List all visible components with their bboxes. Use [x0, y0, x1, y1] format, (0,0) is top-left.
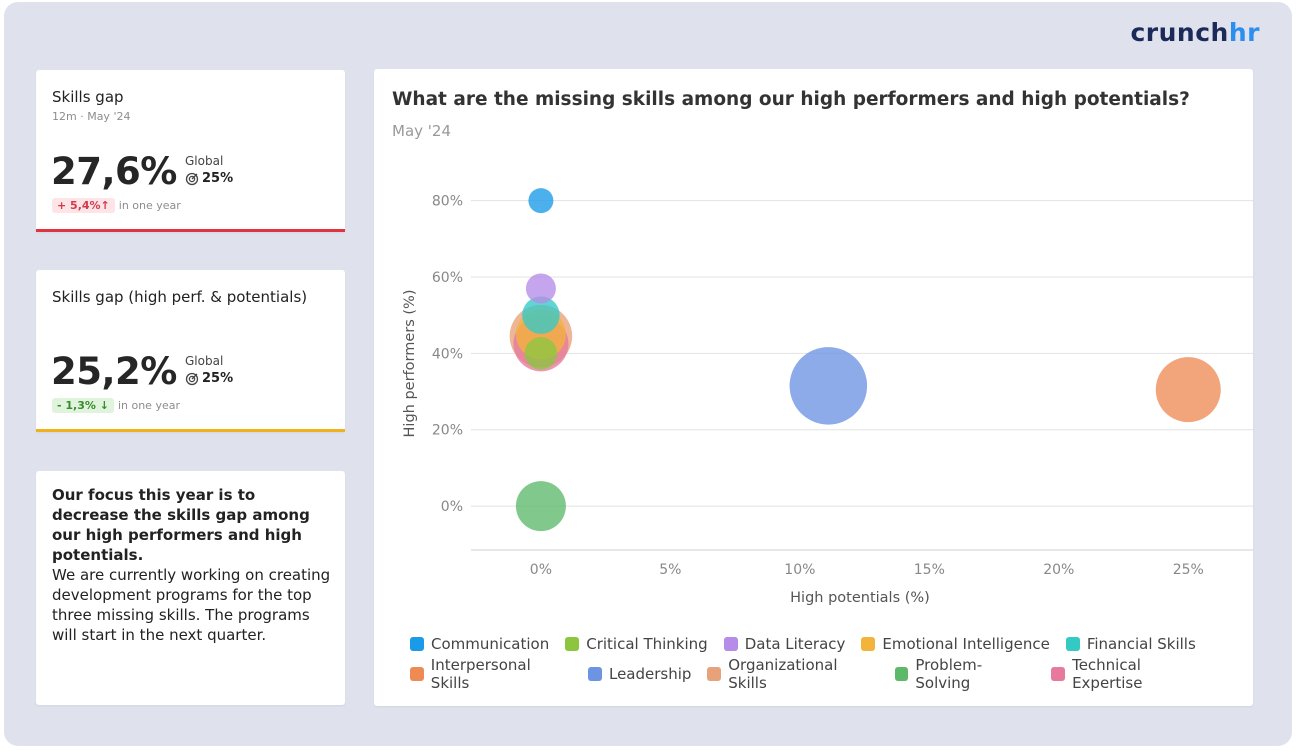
kpi-value: 27,6% [51, 150, 177, 193]
legend-item[interactable]: Emotional Intelligence [861, 635, 1050, 653]
kpi-title: Skills gap [52, 88, 124, 106]
legend-row: Interpersonal Skills Leadership Organizati… [410, 656, 1230, 692]
note-headline: Our focus this year is to decrease the s… [52, 486, 310, 564]
status-bar [36, 229, 345, 232]
kpi-value: 25,2% [51, 350, 177, 393]
x-tick-label: 5% [659, 562, 681, 578]
legend-swatch [723, 637, 738, 651]
delta-text: in one year [118, 199, 181, 212]
x-tick-label: 15% [914, 562, 945, 578]
legend-swatch [1065, 637, 1080, 651]
legend-label: Organizational Skills [728, 656, 838, 692]
x-tick-label: 25% [1173, 562, 1204, 578]
legend-item[interactable]: Communication [410, 635, 549, 653]
legend-label: Emotional Intelligence [882, 635, 1050, 653]
y-tick-label: 40% [432, 346, 463, 362]
legend-label: Financial Skills [1086, 635, 1196, 653]
legend-label: Communication [431, 635, 550, 653]
legend-item[interactable]: Interpersonal Skills [410, 656, 572, 692]
legend-item[interactable]: Technical Expertise [1051, 656, 1214, 692]
legend-item[interactable]: Financial Skills [1065, 635, 1196, 653]
y-tick-label: 60% [432, 270, 463, 286]
legend-label: Technical Expertise [1072, 656, 1143, 692]
legend-item[interactable]: Problem-Solving [894, 656, 1036, 692]
legend-label: Leadership [608, 665, 692, 683]
y-tick-label: 20% [432, 423, 463, 439]
global-label: Global [185, 354, 224, 368]
x-tick-label: 20% [1043, 562, 1074, 578]
global-value: 25% [202, 371, 234, 386]
bubble-problem-solving [515, 481, 566, 532]
note-body: We are currently working on creating dev… [52, 566, 331, 644]
bubble-financial-skills [522, 296, 560, 334]
delta-text: in one year [117, 399, 180, 412]
x-tick-label: 0% [530, 562, 552, 578]
status-bar [36, 429, 345, 432]
legend-item[interactable]: Organizational Skills [707, 656, 878, 692]
global-benchmark: 25% [185, 171, 233, 186]
bubble-communication [528, 188, 554, 214]
bubble-critical-thinking [524, 337, 558, 370]
kpi-title: Skills gap (high perf. & potentials) [52, 288, 308, 306]
bubble-chart[interactable]: 0% 20% 40% 60% 80% 0% 5% 10% 15% 20% 25% High poten… [374, 69, 1253, 629]
kpi-card-skills-gap-high-perf[interactable]: Skills gap (high perf. & potentials) 25,… [36, 270, 345, 432]
global-benchmark: 25% [185, 371, 233, 386]
y-axis-title: High performers (%) [402, 290, 418, 438]
legend-swatch [410, 667, 424, 681]
kpi-card-skills-gap[interactable]: Skills gap 12m · May '24 27,6% Global 25… [36, 70, 345, 232]
legend-item[interactable]: Critical Thinking [565, 635, 708, 653]
chart-card: What are the missing skills among our hi… [374, 69, 1253, 706]
bubble-leadership [789, 347, 868, 425]
kpi-delta: + 5,4%↑ in one year [52, 198, 181, 213]
chart-title: What are the missing skills among our hi… [392, 89, 1190, 110]
x-tick-label: 10% [784, 562, 815, 578]
delta-badge: + 5,4%↑ [52, 198, 115, 213]
crunchhr-logo: crunchhr [1130, 18, 1260, 47]
target-icon [185, 172, 199, 185]
chart-legend: Communication Critical Thinking Data Liter… [410, 629, 1230, 692]
delta-badge: - 1,3% ↓ [52, 398, 114, 413]
legend-label: Data Literacy [744, 635, 846, 653]
y-tick-label: 0% [441, 499, 463, 515]
legend-label: Problem-Solving [915, 656, 983, 692]
legend-swatch [861, 637, 876, 651]
kpi-subtitle: 12m · May '24 [52, 110, 131, 123]
legend-swatch [894, 667, 909, 681]
kpi-delta: - 1,3% ↓ in one year [52, 398, 180, 413]
legend-item[interactable]: Data Literacy [723, 635, 846, 653]
bubble-data-literacy [525, 273, 556, 304]
legend-swatch [587, 667, 602, 681]
legend-item[interactable]: Leadership [587, 665, 692, 683]
focus-note-card: Our focus this year is to decrease the s… [36, 471, 345, 705]
legend-swatch [707, 667, 722, 681]
legend-swatch [565, 637, 580, 651]
legend-row: Communication Critical Thinking Data Liter… [410, 629, 1230, 659]
legend-label: Interpersonal Skills [430, 656, 531, 692]
legend-swatch [410, 637, 424, 651]
global-value: 25% [202, 171, 234, 186]
x-axis-title: High potentials (%) [790, 590, 930, 606]
y-tick-label: 80% [432, 194, 463, 210]
chart-subtitle: May '24 [392, 122, 451, 140]
global-label: Global [185, 154, 224, 168]
legend-swatch [1051, 667, 1066, 681]
target-icon [185, 372, 199, 385]
legend-label: Critical Thinking [586, 635, 708, 653]
bubble-interpersonal-skills [1155, 357, 1221, 423]
